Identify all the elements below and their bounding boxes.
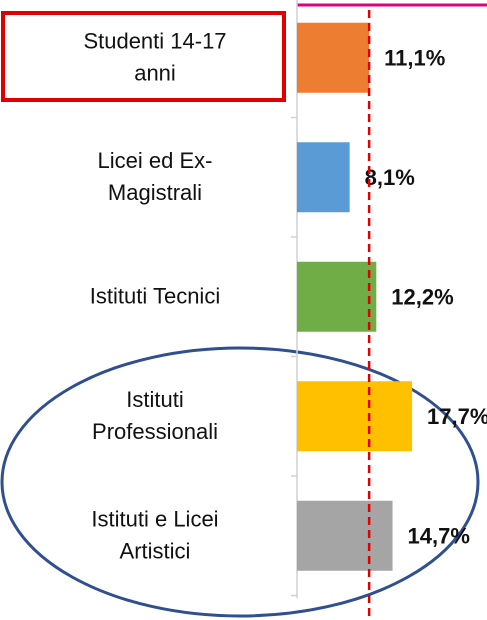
value-label: 14,7% [408, 524, 470, 549]
value-label: 8,1% [365, 165, 415, 190]
bar [297, 261, 377, 332]
bar [297, 500, 393, 571]
category-label: Istituti [126, 387, 183, 412]
value-label: 11,1% [384, 46, 445, 71]
category-label: anni [134, 61, 176, 86]
bar [297, 22, 370, 93]
category-label: Professionali [92, 419, 218, 444]
highlight-ellipse [0, 346, 480, 618]
category-label: Studenti 14-17 [83, 29, 226, 54]
value-label: 12,2% [391, 285, 453, 310]
category-label: Magistrali [108, 180, 202, 205]
highlight-box [1, 11, 286, 102]
bar [297, 142, 350, 213]
category-label: Istituti e Licei [91, 507, 218, 532]
bar [297, 381, 413, 452]
value-label: 17,7% [427, 404, 487, 429]
category-label: Istituti Tecnici [90, 284, 220, 309]
category-label: Artistici [120, 539, 191, 564]
category-label: Licei ed Ex- [98, 148, 213, 173]
